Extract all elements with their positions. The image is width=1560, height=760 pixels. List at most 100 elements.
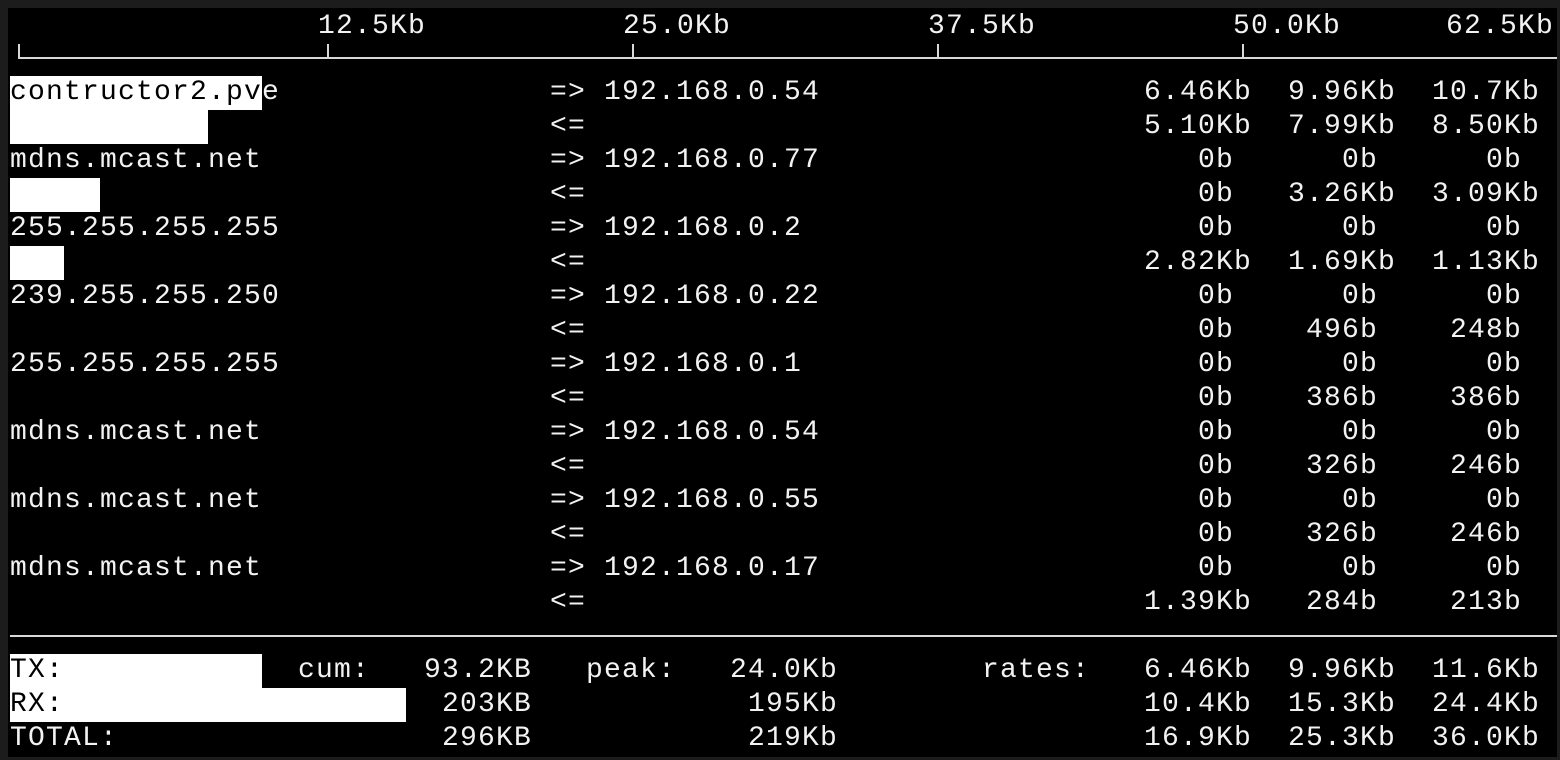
cum-label: cum: [298, 655, 371, 686]
host-name-on-bar: contructor2.pv [10, 77, 263, 108]
scale-tick [632, 44, 634, 58]
iftop-terminal: 12.5Kb 25.0Kb 37.5Kb 50.0Kb 62.5Kb contructor… [8, 8, 1557, 757]
total-rate-value: 11.6Kb [1431, 655, 1540, 686]
rate-value: 0b [1341, 417, 1396, 448]
direction-arrow: <= [550, 383, 587, 414]
rate-value: 0b [1197, 213, 1252, 244]
peer-address: 192.168.0.22 [604, 281, 821, 312]
rate-value: 0b [1341, 553, 1396, 584]
direction-arrow: <= [550, 519, 587, 550]
rate-value: 0b [1485, 281, 1540, 312]
peer-address: 192.168.0.55 [604, 485, 821, 516]
rate-value: 0b [1197, 349, 1252, 380]
host-name: mdns.mcast.net [10, 485, 263, 516]
rate-value: 248b [1449, 315, 1540, 346]
scale-label: 62.5Kb [1445, 11, 1554, 42]
cum-value: 203KB [441, 689, 532, 720]
scale-label: 50.0Kb [1233, 11, 1342, 42]
rate-value: 0b [1197, 383, 1252, 414]
separator [10, 635, 1557, 637]
total-rate-value: 36.0Kb [1431, 723, 1540, 754]
rate-value: 0b [1485, 417, 1540, 448]
rate-value: 0b [1341, 213, 1396, 244]
rate-value: 326b [1305, 451, 1396, 482]
traffic-bar-rx [10, 178, 100, 212]
total-rate-value: 9.96Kb [1287, 655, 1396, 686]
traffic-bar-rx [10, 110, 208, 144]
rate-value: 0b [1197, 451, 1252, 482]
peak-label: peak: [586, 655, 677, 686]
rate-value: 326b [1305, 519, 1396, 550]
host-name: 239.255.255.250 [10, 281, 281, 312]
rate-value: 3.09Kb [1431, 179, 1540, 210]
total-rate-value: 16.9Kb [1143, 723, 1252, 754]
host-name: mdns.mcast.net [10, 145, 263, 176]
direction-arrow: => [550, 485, 587, 516]
host-name: 255.255.255.255 [10, 213, 281, 244]
rate-value: 0b [1197, 145, 1252, 176]
rate-value: 0b [1485, 553, 1540, 584]
rates-label: rates: [982, 655, 1091, 686]
host-name: 255.255.255.255 [10, 349, 281, 380]
host-name: mdns.mcast.net [10, 417, 263, 448]
scale-axis [18, 57, 1557, 59]
rate-value: 6.46Kb [1143, 77, 1252, 108]
direction-arrow: => [550, 553, 587, 584]
scale-tick [18, 44, 20, 58]
direction-arrow: <= [550, 179, 587, 210]
rate-value: 1.13Kb [1431, 247, 1540, 278]
rate-value: 0b [1485, 213, 1540, 244]
rate-value: 10.7Kb [1431, 77, 1540, 108]
host-name-rest: e [262, 77, 281, 108]
scale-label: 37.5Kb [928, 11, 1037, 42]
direction-arrow: => [550, 349, 587, 380]
rate-value: 5.10Kb [1143, 111, 1252, 142]
rate-value: 1.69Kb [1287, 247, 1396, 278]
rate-value: 0b [1341, 349, 1396, 380]
host-name: contructor2.pve [10, 76, 280, 110]
rate-value: 2.82Kb [1143, 247, 1252, 278]
direction-arrow: => [550, 77, 587, 108]
total-rate-value: 10.4Kb [1143, 689, 1252, 720]
direction-arrow: => [550, 213, 587, 244]
rate-value: 0b [1197, 417, 1252, 448]
direction-arrow: <= [550, 111, 587, 142]
rate-value: 0b [1485, 485, 1540, 516]
rate-value: 386b [1305, 383, 1396, 414]
rate-value: 0b [1197, 315, 1252, 346]
rate-value: 7.99Kb [1287, 111, 1396, 142]
total-label: TOTAL: [10, 723, 119, 754]
direction-arrow: <= [550, 587, 587, 618]
rate-value: 0b [1341, 145, 1396, 176]
rate-value: 0b [1197, 553, 1252, 584]
scale-label: 12.5Kb [318, 11, 427, 42]
traffic-bar-rx [10, 246, 64, 280]
peer-address: 192.168.0.54 [604, 417, 821, 448]
rate-value: 246b [1449, 519, 1540, 550]
rate-value: 0b [1197, 485, 1252, 516]
rate-value: 0b [1197, 519, 1252, 550]
rate-value: 1.39Kb [1143, 587, 1252, 618]
cum-value: 296KB [441, 723, 532, 754]
peak-value: 219Kb [747, 723, 838, 754]
peer-address: 192.168.0.17 [604, 553, 821, 584]
direction-arrow: <= [550, 247, 587, 278]
total-label: RX: [10, 689, 65, 720]
scale-tick [327, 44, 329, 58]
host-name: mdns.mcast.net [10, 553, 263, 584]
peer-address: 192.168.0.2 [604, 213, 803, 244]
direction-arrow: => [550, 417, 587, 448]
rate-value: 0b [1341, 281, 1396, 312]
total-bar [10, 688, 406, 722]
peer-address: 192.168.0.54 [604, 77, 821, 108]
rate-value: 386b [1449, 383, 1540, 414]
total-bar [10, 654, 262, 688]
peer-address: 192.168.0.1 [604, 349, 803, 380]
scale-tick [1242, 44, 1244, 58]
rate-value: 496b [1305, 315, 1396, 346]
scale-tick [937, 44, 939, 58]
direction-arrow: <= [550, 315, 587, 346]
total-label: TX: [10, 655, 65, 686]
peer-address: 192.168.0.77 [604, 145, 821, 176]
rate-value: 0b [1197, 179, 1252, 210]
